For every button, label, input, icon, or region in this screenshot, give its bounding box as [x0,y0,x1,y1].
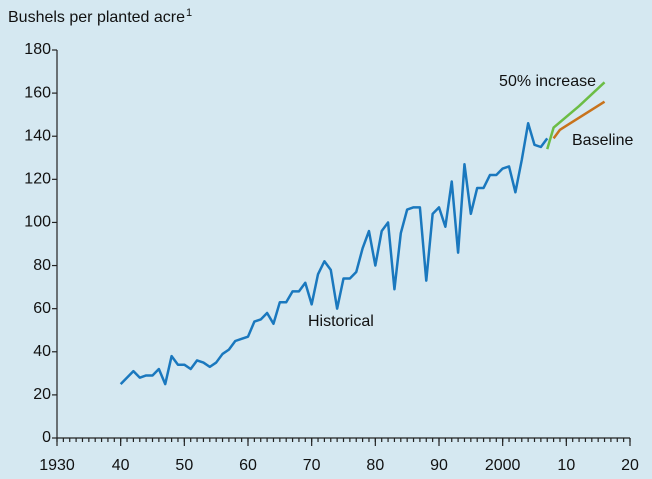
y-tick-label: 100 [24,214,51,231]
series-line [119,122,549,386]
series-line [546,81,606,150]
x-tick-label: 90 [430,457,448,474]
x-tick-label: 40 [112,457,130,474]
y-tick-label: 60 [33,300,51,317]
y-tick-label: 140 [24,127,51,144]
y-tick-label: 20 [33,386,51,403]
x-tick-label: 10 [557,457,575,474]
series-label: Historical [308,313,374,330]
y-tick-label: 160 [24,84,51,101]
series-label: Baseline [572,132,633,149]
series-label: 50% increase [499,73,596,90]
y-tick-label: 120 [24,171,51,188]
y-tick-label: 180 [24,41,51,58]
subtitle: Bushels per planted acre [8,9,185,26]
x-tick-label: 2000 [485,457,521,474]
x-tick-label: 20 [621,457,639,474]
subtitle-footnote: 1 [186,7,192,19]
x-tick-label: 1930 [39,457,75,474]
series-line [552,100,606,140]
y-tick-label: 80 [33,257,51,274]
x-tick-label: 60 [239,457,257,474]
x-tick-label: 50 [175,457,193,474]
y-tick-label: 0 [42,429,51,446]
x-tick-label: 70 [303,457,321,474]
x-tick-label: 80 [366,457,384,474]
y-tick-label: 40 [33,343,51,360]
